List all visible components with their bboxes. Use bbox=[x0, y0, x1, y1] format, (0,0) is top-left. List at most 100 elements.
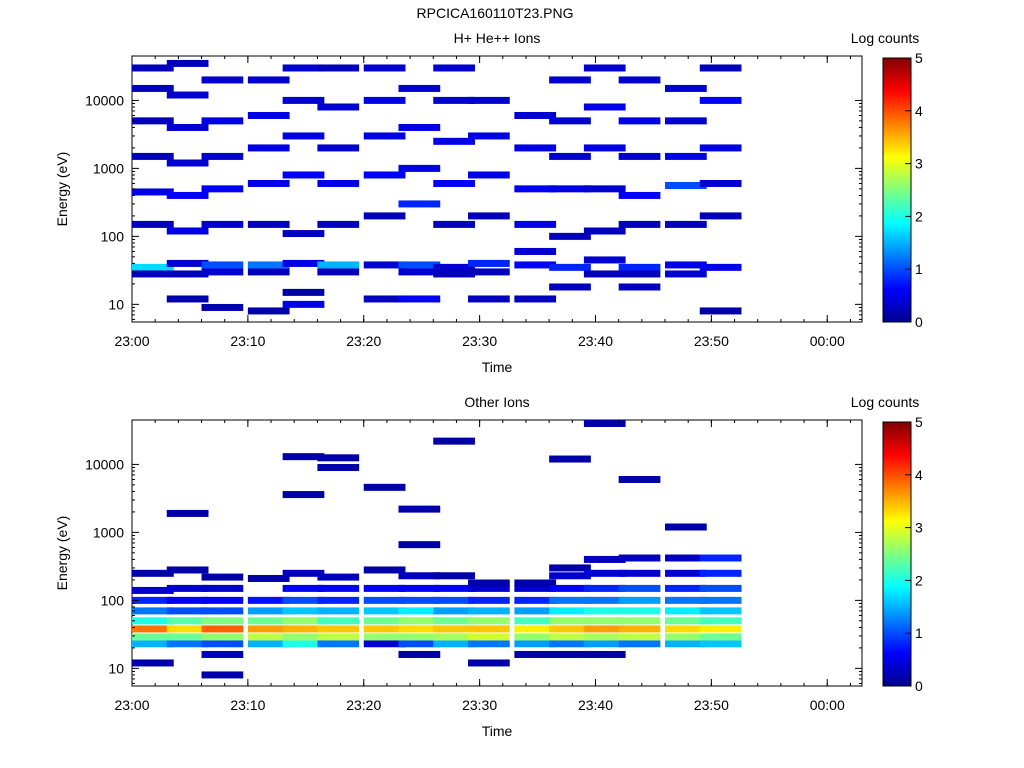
heatmap-cell bbox=[468, 633, 510, 641]
y-tick-label: 1000 bbox=[93, 160, 124, 176]
heatmap-cell bbox=[282, 491, 325, 499]
figure-title: RPCICA160110T23.PNG bbox=[416, 5, 574, 21]
heatmap-cell bbox=[201, 185, 244, 193]
heatmap-cell bbox=[549, 572, 591, 580]
heatmap-cell bbox=[433, 270, 475, 278]
heatmap-cell bbox=[583, 103, 626, 111]
heatmap-cell bbox=[398, 572, 441, 580]
heatmap-cell bbox=[549, 650, 591, 658]
heatmap-cell bbox=[549, 283, 591, 291]
heatmap-cell bbox=[549, 117, 591, 125]
heatmap-cell bbox=[398, 123, 441, 131]
heatmap-cell bbox=[665, 270, 707, 278]
heatmap-cell bbox=[317, 179, 360, 187]
heatmap-cell bbox=[618, 640, 661, 648]
heatmap-cell bbox=[549, 596, 591, 604]
heatmap-cell bbox=[317, 573, 360, 581]
heatmap-cell bbox=[665, 625, 707, 633]
heatmap-cell bbox=[618, 263, 661, 271]
heatmap-cell bbox=[514, 640, 557, 648]
heatmap-cell bbox=[132, 659, 174, 667]
heatmap-cell bbox=[665, 554, 707, 562]
heatmap-cell bbox=[583, 419, 626, 427]
heatmap-cell bbox=[665, 152, 707, 160]
heatmap-cell bbox=[282, 288, 325, 296]
heatmap-cell bbox=[433, 96, 475, 104]
heatmap-cell bbox=[166, 640, 209, 648]
heatmap-cell bbox=[618, 152, 661, 160]
colorbar bbox=[882, 57, 912, 323]
colorbar-tick-label: 0 bbox=[915, 314, 923, 330]
heatmap-cell bbox=[514, 185, 557, 193]
colorbar-tick-label: 0 bbox=[915, 678, 923, 694]
heatmap-cell bbox=[618, 617, 661, 625]
colorbar-label: Log counts bbox=[851, 30, 920, 46]
x-tick-label: 23:10 bbox=[230, 697, 265, 713]
heatmap-cell bbox=[398, 650, 441, 658]
heatmap-cell bbox=[282, 584, 325, 592]
heatmap-cell bbox=[665, 607, 707, 615]
heatmap-cell bbox=[514, 625, 557, 633]
heatmap-cell bbox=[166, 566, 209, 574]
heatmap-cell bbox=[317, 261, 360, 269]
heatmap-cell bbox=[132, 625, 174, 633]
heatmap-cell bbox=[282, 633, 325, 641]
heatmap-cell bbox=[247, 144, 290, 152]
heatmap-cell bbox=[132, 263, 174, 271]
heatmap-cell bbox=[317, 617, 360, 625]
heatmap-cell bbox=[363, 584, 406, 592]
x-tick-label: 23:50 bbox=[694, 697, 729, 713]
heatmap-cell bbox=[363, 295, 406, 303]
heatmap-cell bbox=[665, 584, 707, 592]
heatmap-cell bbox=[201, 607, 244, 615]
heatmap-cell bbox=[166, 259, 209, 267]
heatmap-cell bbox=[583, 607, 626, 615]
heatmap-cell bbox=[201, 152, 244, 160]
heatmap-cell bbox=[665, 117, 707, 125]
heatmap-cell bbox=[618, 270, 661, 278]
heatmap-cell bbox=[549, 584, 591, 592]
heatmap-cell bbox=[363, 607, 406, 615]
heatmap-cell bbox=[549, 607, 591, 615]
heatmap-cell bbox=[699, 263, 742, 271]
colorbar-tick-label: 3 bbox=[915, 520, 923, 536]
colorbar-tick-label: 5 bbox=[915, 50, 923, 66]
heatmap-cell bbox=[618, 283, 661, 291]
colorbar-label: Log counts bbox=[851, 394, 920, 410]
heatmap-cell bbox=[468, 259, 510, 267]
heatmap-cell bbox=[699, 179, 742, 187]
heatmap-cell bbox=[468, 212, 510, 220]
colorbar bbox=[882, 421, 912, 687]
heatmap-cell bbox=[618, 607, 661, 615]
heatmap-cell bbox=[398, 200, 441, 208]
heatmap-cell bbox=[317, 625, 360, 633]
colorbar-tick-label: 2 bbox=[915, 208, 923, 224]
heatmap-cell bbox=[317, 64, 360, 72]
x-tick-label: 23:00 bbox=[114, 333, 149, 349]
heatmap-cell bbox=[514, 584, 557, 592]
heatmap-cell bbox=[247, 625, 290, 633]
colorbar-tick-label: 3 bbox=[915, 156, 923, 172]
heatmap-cell bbox=[468, 584, 510, 592]
heatmap-cell bbox=[583, 227, 626, 235]
heatmap-cells bbox=[132, 419, 742, 679]
y-axis-label: Energy (eV) bbox=[54, 152, 70, 227]
x-tick-label: 23:20 bbox=[346, 333, 381, 349]
heatmap-cell bbox=[618, 76, 661, 84]
panel-h-he-ions: 23:00 23:10 23:20 23:30 23:40 23:50 00:0010100… bbox=[54, 30, 923, 375]
heatmap-cell bbox=[549, 152, 591, 160]
heatmap-cell bbox=[247, 76, 290, 84]
heatmap-cell bbox=[201, 640, 244, 648]
heatmap-cell bbox=[618, 569, 661, 577]
heatmap-cell bbox=[468, 96, 510, 104]
heatmap-cell bbox=[317, 454, 360, 462]
heatmap-cell bbox=[363, 261, 406, 269]
x-axis-label: Time bbox=[482, 359, 513, 375]
y-tick-label: 10000 bbox=[85, 456, 124, 472]
heatmap-cell bbox=[583, 64, 626, 72]
x-tick-label: 23:30 bbox=[462, 697, 497, 713]
heatmap-cell bbox=[665, 569, 707, 577]
heatmap-cell bbox=[699, 96, 742, 104]
heatmap-cell bbox=[549, 455, 591, 463]
heatmap-cell bbox=[549, 640, 591, 648]
